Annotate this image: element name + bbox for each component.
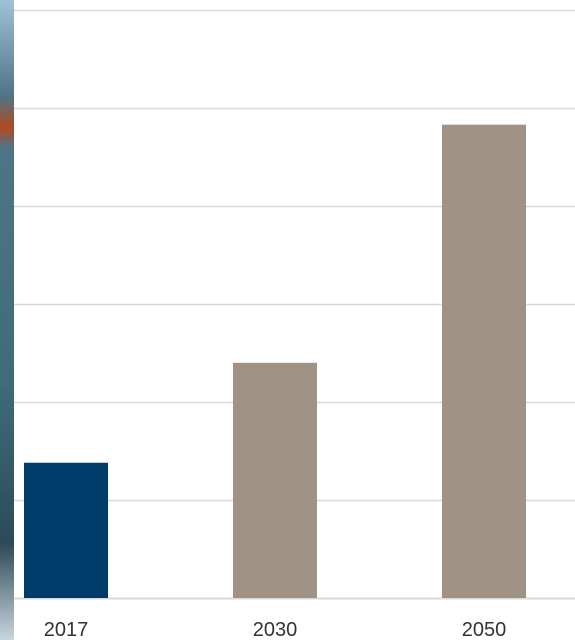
- x-tick-label-2050: 2050: [462, 619, 507, 640]
- x-axis-tick-labels: 2017 2030 2050: [44, 619, 507, 640]
- bar-2017: [24, 462, 108, 598]
- x-tick-label-2017: 2017: [44, 619, 89, 640]
- bar-2050: [442, 124, 526, 598]
- x-tick-label-2030: 2030: [253, 619, 298, 640]
- bar-2030: [233, 362, 317, 598]
- bars: [24, 124, 526, 598]
- background-photo-strip: [0, 0, 14, 640]
